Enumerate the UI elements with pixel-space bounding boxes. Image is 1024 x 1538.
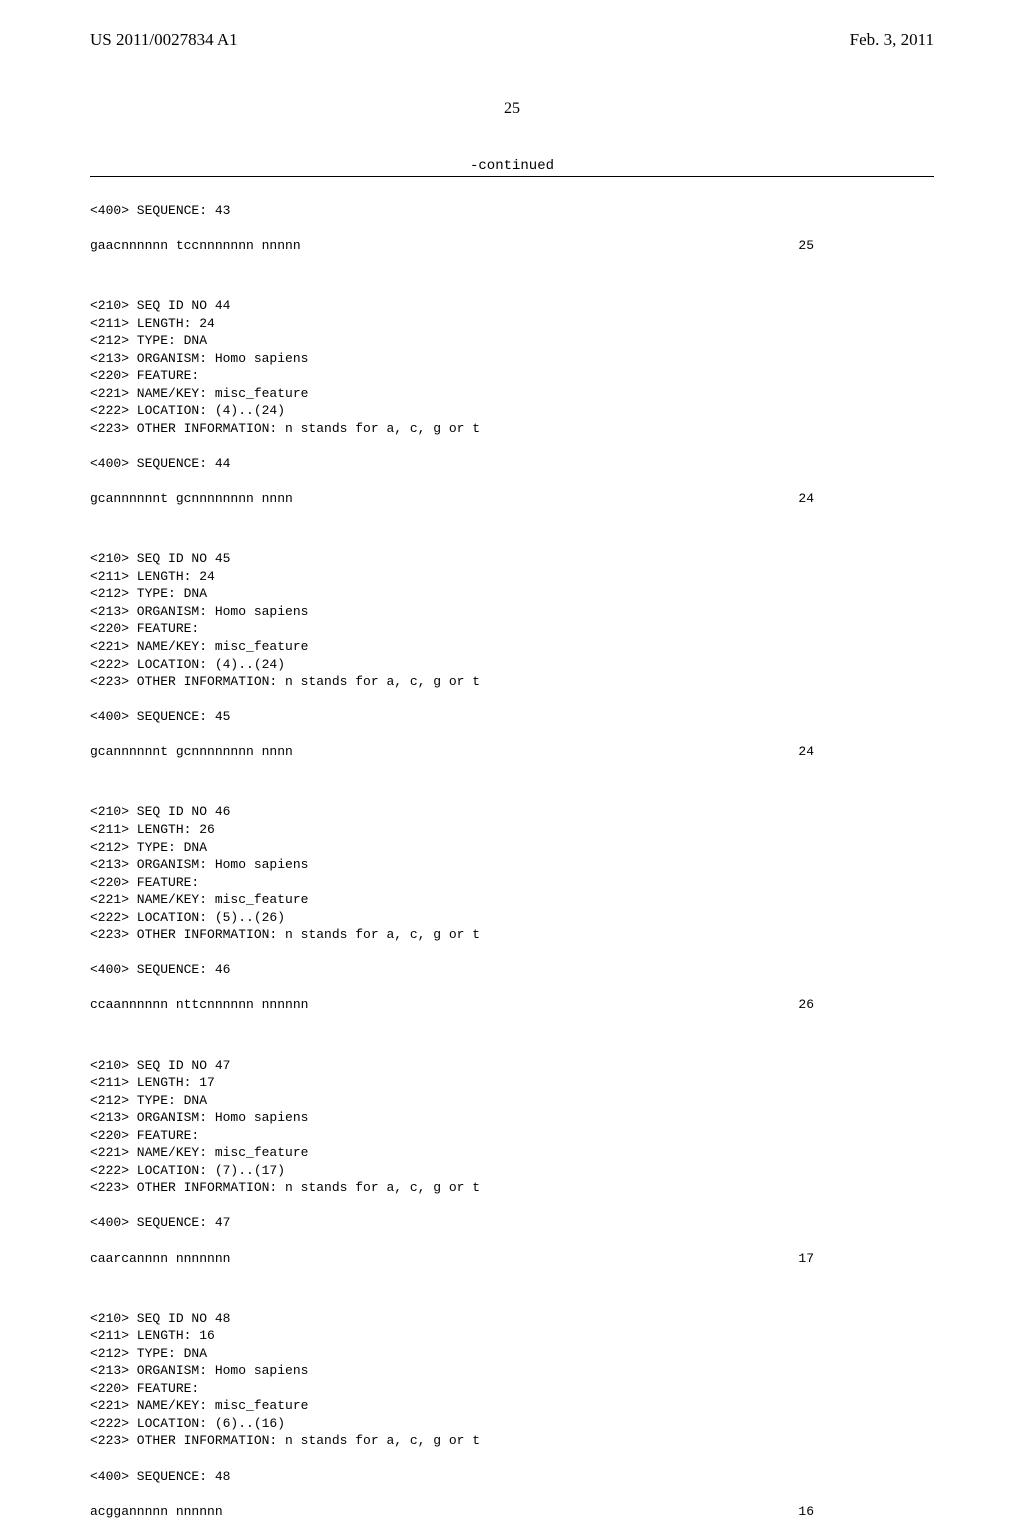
sequence-text: gcannnnnnt gcnnnnnnnn nnnn xyxy=(90,743,293,761)
sequence-metadata-line: <213> ORGANISM: Homo sapiens xyxy=(90,1109,934,1127)
page-number: 25 xyxy=(90,100,934,118)
sequence-metadata-line: <212> TYPE: DNA xyxy=(90,1345,934,1363)
sequence-metadata-line xyxy=(90,691,934,709)
sequence-metadata-line xyxy=(90,438,934,456)
horizontal-separator xyxy=(90,176,934,177)
sequence-metadata-line: <212> TYPE: DNA xyxy=(90,839,934,857)
sequence-metadata-line: <210> SEQ ID NO 46 xyxy=(90,803,934,821)
sequence-metadata-line: <213> ORGANISM: Homo sapiens xyxy=(90,856,934,874)
sequence-text: acggannnnn nnnnnn xyxy=(90,1503,223,1521)
sequence-data-line: ccaannnnnn nttcnnnnnn nnnnnn 26 xyxy=(90,996,934,1014)
sequence-data-line: acggannnnn nnnnnn 16 xyxy=(90,1503,934,1521)
sequence-metadata-line: <210> SEQ ID NO 47 xyxy=(90,1057,934,1075)
sequence-metadata-line: <211> LENGTH: 24 xyxy=(90,568,934,586)
sequence-metadata-line: <223> OTHER INFORMATION: n stands for a,… xyxy=(90,926,934,944)
sequence-metadata-line: <213> ORGANISM: Homo sapiens xyxy=(90,350,934,368)
sequence-data-line: caarcannnn nnnnnnn 17 xyxy=(90,1250,934,1268)
page-header: US 2011/0027834 A1 Feb. 3, 2011 xyxy=(90,30,934,50)
sequence-metadata-line: <213> ORGANISM: Homo sapiens xyxy=(90,1362,934,1380)
spacer-line xyxy=(90,1485,934,1503)
sequence-length-number: 16 xyxy=(798,1503,934,1521)
sequence-block: <400> SEQUENCE: 43 gaacnnnnnn tccnnnnnnn… xyxy=(90,202,934,272)
sequence-length-number: 25 xyxy=(798,237,934,255)
sequence-data-line: gcannnnnnt gcnnnnnnnn nnnn 24 xyxy=(90,743,934,761)
sequence-metadata-line: <400> SEQUENCE: 48 xyxy=(90,1468,934,1486)
sequence-metadata-line: <223> OTHER INFORMATION: n stands for a,… xyxy=(90,673,934,691)
spacer-line xyxy=(90,1014,934,1032)
spacer-line xyxy=(90,1267,934,1285)
sequence-block: <210> SEQ ID NO 47<211> LENGTH: 17<212> … xyxy=(90,1057,934,1285)
sequence-data-line: gaacnnnnnn tccnnnnnnn nnnnn 25 xyxy=(90,237,934,255)
sequence-length-number: 26 xyxy=(798,996,934,1014)
sequence-text: gaacnnnnnn tccnnnnnnn nnnnn xyxy=(90,237,301,255)
sequence-metadata-line: <400> SEQUENCE: 47 xyxy=(90,1214,934,1232)
sequence-metadata-line: <220> FEATURE: xyxy=(90,874,934,892)
sequence-metadata-line: <400> SEQUENCE: 45 xyxy=(90,708,934,726)
sequence-metadata-line: <210> SEQ ID NO 44 xyxy=(90,297,934,315)
sequence-metadata-line: <220> FEATURE: xyxy=(90,1380,934,1398)
sequence-metadata-line: <221> NAME/KEY: misc_feature xyxy=(90,1144,934,1162)
spacer-line xyxy=(90,220,934,238)
sequence-metadata-line: <400> SEQUENCE: 46 xyxy=(90,961,934,979)
spacer-line xyxy=(90,1520,934,1538)
sequence-metadata-line xyxy=(90,944,934,962)
sequence-metadata-line: <220> FEATURE: xyxy=(90,367,934,385)
sequence-metadata-line: <210> SEQ ID NO 45 xyxy=(90,550,934,568)
sequence-metadata-line: <211> LENGTH: 16 xyxy=(90,1327,934,1345)
sequence-metadata-line: <211> LENGTH: 24 xyxy=(90,315,934,333)
sequence-metadata-line: <222> LOCATION: (6)..(16) xyxy=(90,1415,934,1433)
sequence-metadata-line: <210> SEQ ID NO 48 xyxy=(90,1310,934,1328)
spacer-line xyxy=(90,1232,934,1250)
sequence-metadata-line: <223> OTHER INFORMATION: n stands for a,… xyxy=(90,1179,934,1197)
sequence-metadata-line: <212> TYPE: DNA xyxy=(90,332,934,350)
sequence-length-number: 24 xyxy=(798,743,934,761)
sequence-block: <210> SEQ ID NO 44<211> LENGTH: 24<212> … xyxy=(90,297,934,525)
spacer-line xyxy=(90,761,934,779)
sequence-metadata-line: <222> LOCATION: (4)..(24) xyxy=(90,656,934,674)
patent-id: US 2011/0027834 A1 xyxy=(90,30,238,50)
sequence-block: <210> SEQ ID NO 48<211> LENGTH: 16<212> … xyxy=(90,1310,934,1538)
sequence-metadata-line: <222> LOCATION: (5)..(26) xyxy=(90,909,934,927)
spacer-line xyxy=(90,508,934,526)
sequence-text: gcannnnnnt gcnnnnnnnn nnnn xyxy=(90,490,293,508)
sequence-listing-container: <400> SEQUENCE: 43 gaacnnnnnn tccnnnnnnn… xyxy=(90,202,934,1538)
sequence-length-number: 24 xyxy=(798,490,934,508)
sequence-metadata-line: <211> LENGTH: 17 xyxy=(90,1074,934,1092)
sequence-metadata-line: <212> TYPE: DNA xyxy=(90,585,934,603)
sequence-text: ccaannnnnn nttcnnnnnn nnnnnn xyxy=(90,996,308,1014)
sequence-metadata-line: <211> LENGTH: 26 xyxy=(90,821,934,839)
sequence-text: caarcannnn nnnnnnn xyxy=(90,1250,230,1268)
sequence-metadata-line xyxy=(90,1197,934,1215)
sequence-metadata-line: <222> LOCATION: (4)..(24) xyxy=(90,402,934,420)
continued-label: -continued xyxy=(90,158,934,174)
spacer-line xyxy=(90,255,934,273)
sequence-metadata-line: <213> ORGANISM: Homo sapiens xyxy=(90,603,934,621)
sequence-length-number: 17 xyxy=(798,1250,934,1268)
spacer-line xyxy=(90,473,934,491)
sequence-metadata-line: <221> NAME/KEY: misc_feature xyxy=(90,638,934,656)
sequence-metadata-line: <222> LOCATION: (7)..(17) xyxy=(90,1162,934,1180)
sequence-metadata-line xyxy=(90,1450,934,1468)
spacer-line xyxy=(90,979,934,997)
sequence-metadata-line: <220> FEATURE: xyxy=(90,1127,934,1145)
sequence-metadata-line: <221> NAME/KEY: misc_feature xyxy=(90,385,934,403)
sequence-metadata-line: <221> NAME/KEY: misc_feature xyxy=(90,1397,934,1415)
sequence-metadata-line: <212> TYPE: DNA xyxy=(90,1092,934,1110)
sequence-block: <210> SEQ ID NO 46<211> LENGTH: 26<212> … xyxy=(90,803,934,1031)
sequence-metadata-line: <220> FEATURE: xyxy=(90,620,934,638)
spacer-line xyxy=(90,726,934,744)
sequence-metadata-line: <221> NAME/KEY: misc_feature xyxy=(90,891,934,909)
sequence-block: <210> SEQ ID NO 45<211> LENGTH: 24<212> … xyxy=(90,550,934,778)
patent-date: Feb. 3, 2011 xyxy=(850,30,934,50)
sequence-data-line: gcannnnnnt gcnnnnnnnn nnnn 24 xyxy=(90,490,934,508)
sequence-metadata-line: <400> SEQUENCE: 44 xyxy=(90,455,934,473)
sequence-metadata-line: <223> OTHER INFORMATION: n stands for a,… xyxy=(90,420,934,438)
sequence-metadata-line: <400> SEQUENCE: 43 xyxy=(90,202,934,220)
sequence-metadata-line: <223> OTHER INFORMATION: n stands for a,… xyxy=(90,1432,934,1450)
